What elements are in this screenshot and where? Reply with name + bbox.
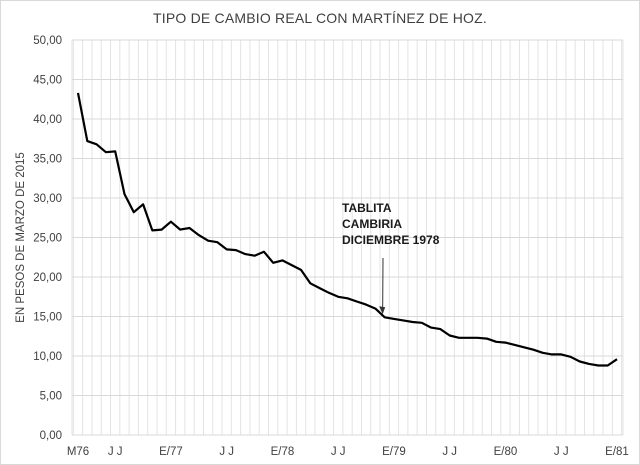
gridlines xyxy=(71,39,624,436)
y-tick-label: 15,00 xyxy=(33,312,62,324)
y-axis-title: EN PESOS DE MARZO DE 2015 xyxy=(15,152,27,323)
x-tick-label: M76 xyxy=(67,446,89,458)
y-tick-label: 25,00 xyxy=(33,233,62,245)
data-line xyxy=(76,92,618,367)
x-tick-label: J J xyxy=(442,446,457,458)
y-tick-label: 20,00 xyxy=(33,272,62,284)
x-tick-label: J J xyxy=(554,446,569,458)
y-tick-label: 35,00 xyxy=(33,154,62,166)
x-tick-label: E/77 xyxy=(159,446,183,458)
y-tick-label: 0,00 xyxy=(40,430,62,442)
y-tick-label: 10,00 xyxy=(33,351,62,363)
annotation-text: CAMBIRIA xyxy=(342,217,402,231)
y-tick-label: 50,00 xyxy=(33,35,62,47)
x-tick-label: J J xyxy=(108,446,123,458)
x-tick-label: E/81 xyxy=(605,446,629,458)
x-tick-label: E/79 xyxy=(382,446,406,458)
annotation-text: TABLITA xyxy=(342,201,392,215)
x-axis-labels: M76 J J E/77 J J E/78 J J E/79 J J E/80 J J E/81 xyxy=(67,446,629,458)
y-tick-label: 30,00 xyxy=(33,193,62,205)
y-tick-label: 5,00 xyxy=(40,391,62,403)
annotation: TABLITA CAMBIRIA DICIEMBRE 1978 xyxy=(342,201,440,315)
y-tick-label: 40,00 xyxy=(33,114,62,126)
x-tick-label: J J xyxy=(219,446,234,458)
y-axis-labels: 0,00 5,00 10,00 15,00 20,00 25,00 30,00 35,00 40… xyxy=(33,35,62,442)
x-tick-label: E/78 xyxy=(271,446,295,458)
chart-title: TIPO DE CAMBIO REAL CON MARTÍNEZ DE HOZ. xyxy=(153,10,487,26)
annotation-text: DICIEMBRE 1978 xyxy=(342,233,440,247)
x-tick-label: J J xyxy=(331,446,346,458)
x-tick-label: E/80 xyxy=(494,446,518,458)
y-tick-label: 45,00 xyxy=(33,75,62,87)
arrow-icon xyxy=(379,306,386,315)
